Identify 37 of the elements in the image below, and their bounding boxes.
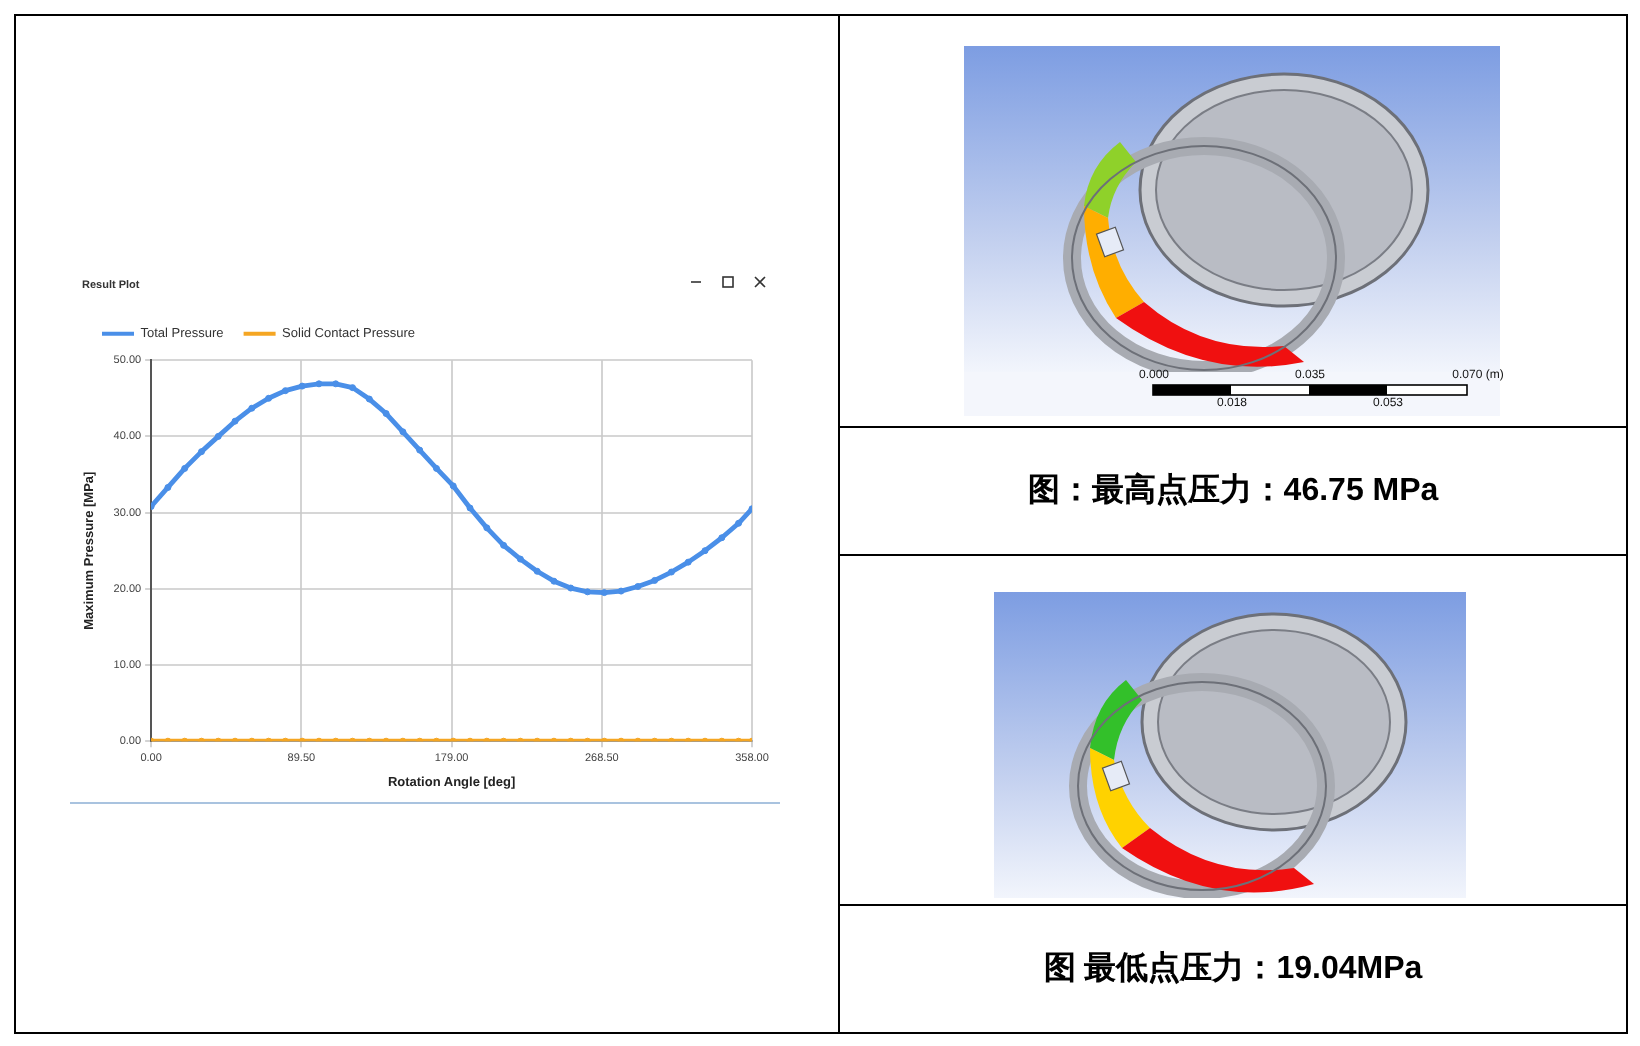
point (718, 534, 726, 542)
point (550, 577, 558, 585)
point (432, 464, 440, 472)
point (281, 387, 289, 395)
point (164, 483, 172, 491)
point (500, 541, 508, 549)
point (265, 394, 273, 402)
point (197, 448, 205, 456)
point (315, 380, 323, 388)
point (399, 428, 407, 436)
point (483, 524, 491, 532)
point (600, 589, 608, 597)
point (567, 584, 575, 592)
point (701, 547, 709, 555)
point (684, 558, 692, 566)
text: 图：最高点压力：46.75 MPa (840, 428, 1626, 554)
point (667, 568, 675, 576)
text: 图 最低点压力：19.04MPa (840, 906, 1626, 1032)
point (634, 583, 642, 591)
point (181, 464, 189, 472)
point (298, 382, 306, 390)
point (416, 446, 424, 454)
point (382, 410, 390, 418)
point (516, 555, 524, 563)
point (735, 519, 743, 527)
point (449, 482, 457, 490)
point (617, 587, 625, 595)
point (651, 576, 659, 584)
point (533, 567, 541, 575)
point (365, 395, 373, 403)
point (248, 404, 256, 412)
point (214, 432, 222, 440)
point (349, 384, 357, 392)
point (584, 588, 592, 596)
point (332, 380, 340, 388)
point (231, 417, 239, 425)
point (466, 504, 474, 512)
